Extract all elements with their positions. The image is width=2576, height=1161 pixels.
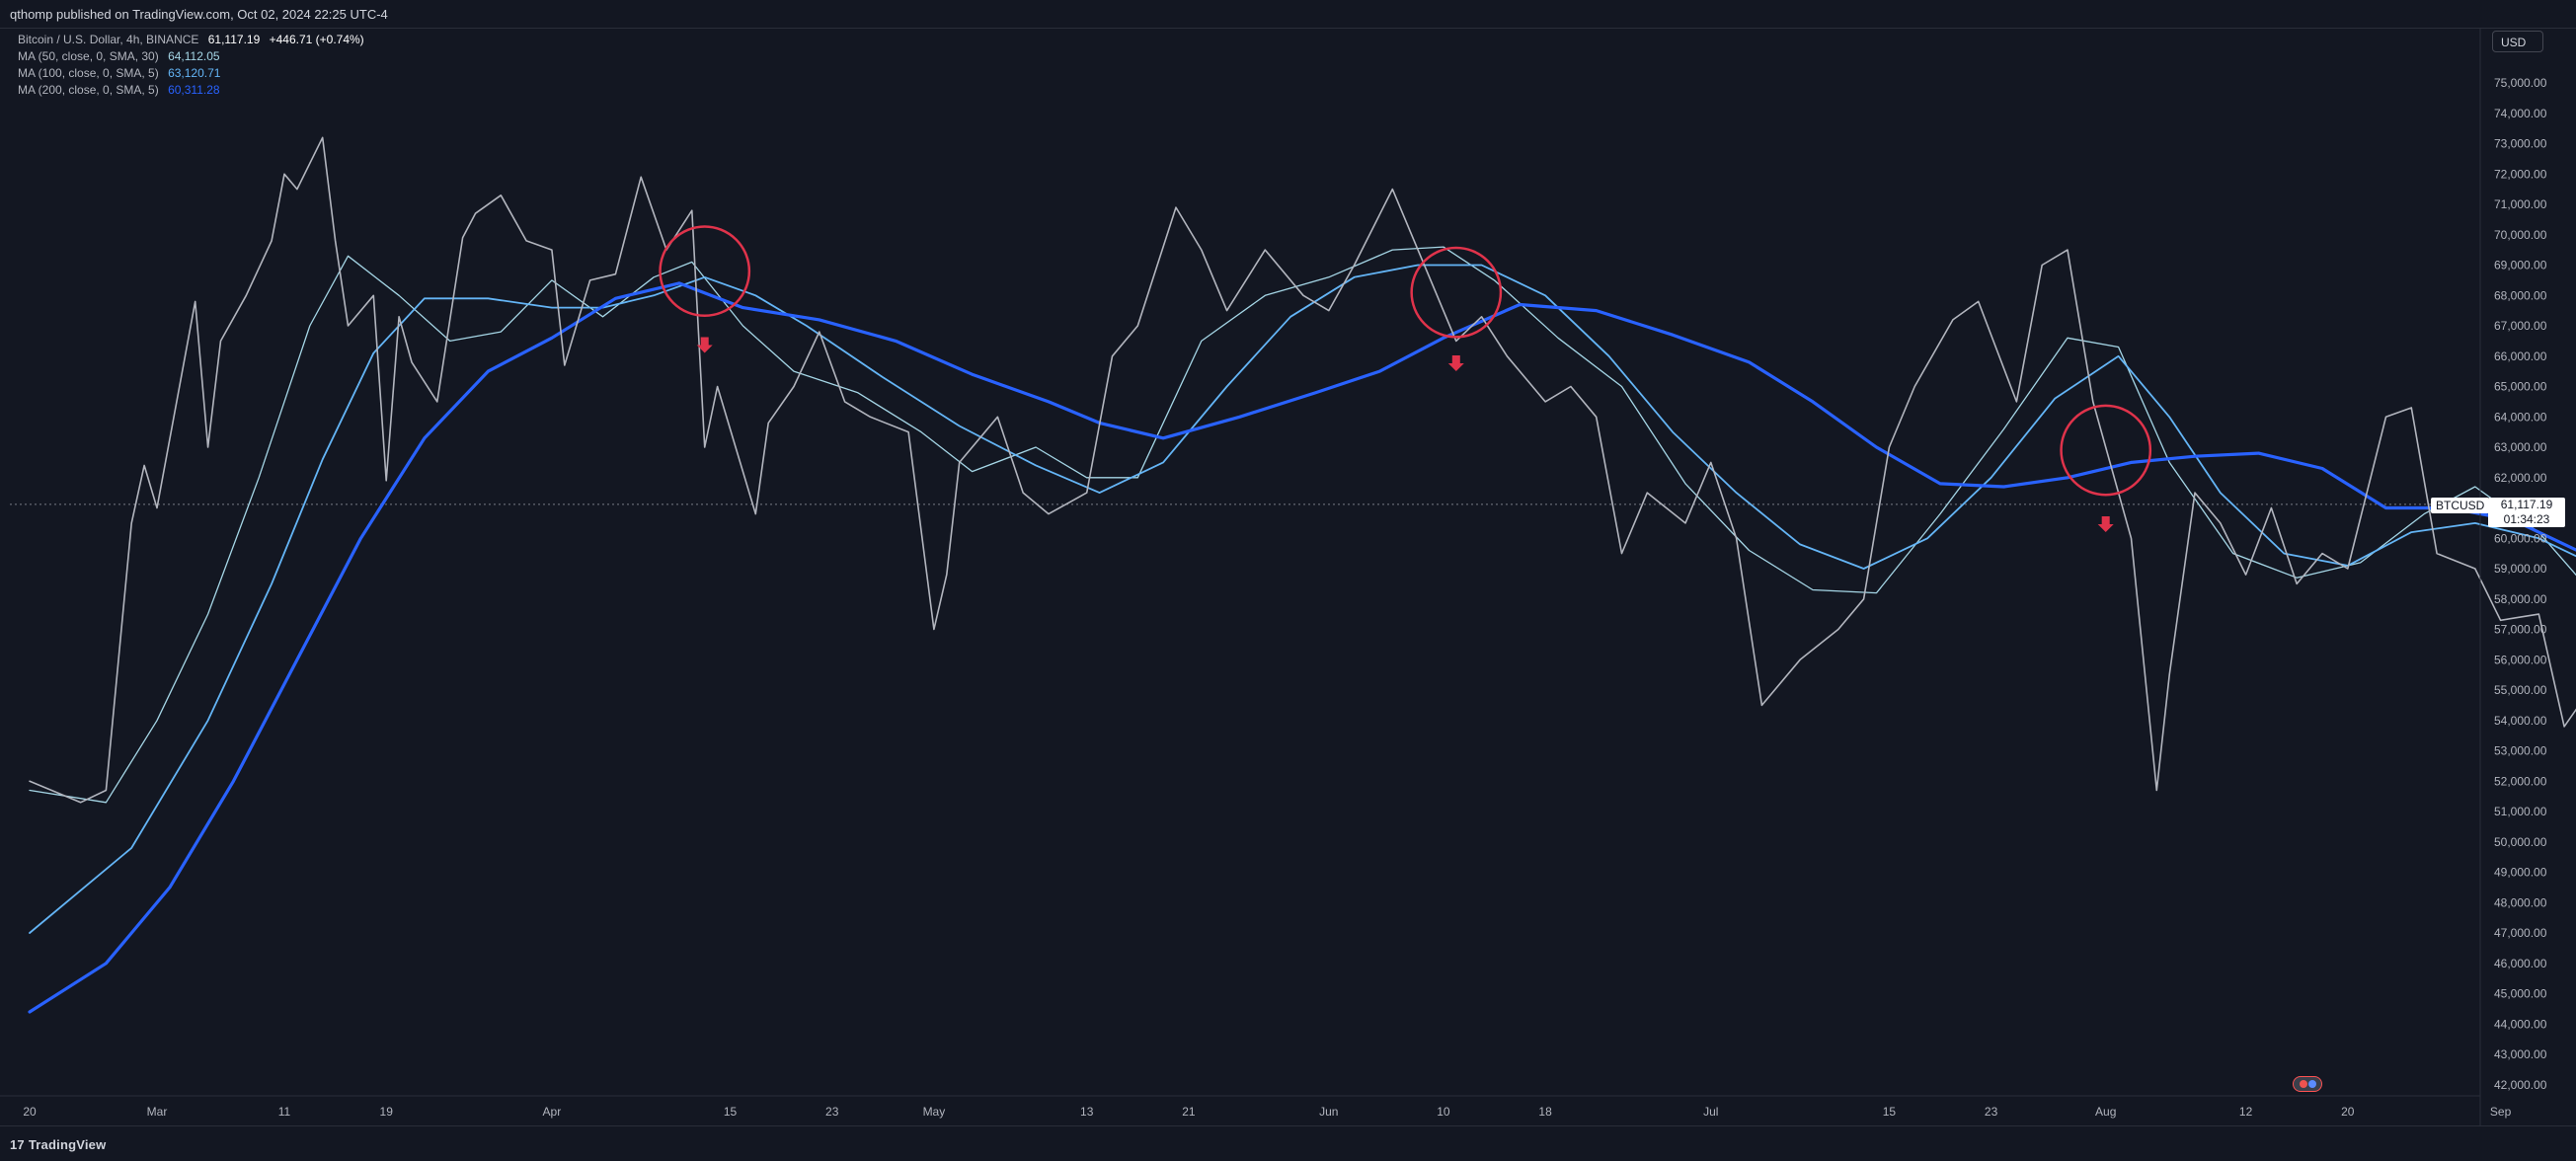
y-tick-label: 42,000.00	[2494, 1078, 2547, 1092]
x-tick-label: Jul	[1703, 1105, 1718, 1119]
legend-ma50-label: MA (50, close, 0, SMA, 30)	[18, 49, 159, 63]
y-tick-label: 58,000.00	[2494, 592, 2547, 606]
x-tick-label: 20	[2341, 1105, 2355, 1119]
x-tick-label: Mar	[147, 1105, 168, 1119]
legend-ma50-value: 64,112.05	[168, 49, 220, 63]
y-tick-label: 62,000.00	[2494, 471, 2547, 485]
legend-symbol: Bitcoin / U.S. Dollar, 4h, BINANCE	[18, 33, 199, 46]
y-tick-label: 52,000.00	[2494, 774, 2547, 788]
legend-ma200-label: MA (200, close, 0, SMA, 5)	[18, 83, 159, 97]
legend-ma50[interactable]: MA (50, close, 0, SMA, 30) 64,112.05	[18, 48, 220, 65]
series-line-0	[29, 136, 2576, 804]
series-line-1	[29, 246, 2576, 804]
y-tick-label: 57,000.00	[2494, 623, 2547, 637]
y-tick-label: 65,000.00	[2494, 380, 2547, 394]
x-tick-label: 20	[23, 1105, 37, 1119]
y-tick-label: 72,000.00	[2494, 167, 2547, 181]
annotation-circle[interactable]	[1410, 246, 1503, 339]
x-tick-label: 23	[825, 1105, 839, 1119]
x-tick-label: 10	[1437, 1105, 1450, 1119]
footer: 17 TradingView	[0, 1125, 2576, 1161]
y-tick-label: 71,000.00	[2494, 197, 2547, 211]
x-tick-label: May	[923, 1105, 946, 1119]
y-tick-label: 47,000.00	[2494, 926, 2547, 940]
y-tick-label: 55,000.00	[2494, 683, 2547, 697]
annotation-circle[interactable]	[2060, 404, 2152, 497]
currency-button[interactable]: USD	[2492, 31, 2543, 52]
x-tick-label: 23	[1985, 1105, 1998, 1119]
legend-ma200[interactable]: MA (200, close, 0, SMA, 5) 60,311.28	[18, 82, 220, 99]
x-tick-label: Jun	[1319, 1105, 1338, 1119]
axis-layer: 75,000.00 74,000.00 73,000.00 72,000.00 71,0…	[0, 28, 2547, 1125]
tradingview-logo[interactable]: 17 TradingView	[10, 1137, 106, 1152]
legend-symbol-row[interactable]: Bitcoin / U.S. Dollar, 4h, BINANCE 61,11…	[18, 32, 364, 48]
published-info: qthomp published on TradingView.com, Oct…	[10, 7, 388, 22]
y-tick-label: 66,000.00	[2494, 349, 2547, 363]
y-tick-label: 46,000.00	[2494, 957, 2547, 970]
y-tick-label: 68,000.00	[2494, 288, 2547, 302]
y-tick-label: 56,000.00	[2494, 653, 2547, 666]
x-tick-label: 12	[2239, 1105, 2253, 1119]
legend-ma100-label: MA (100, close, 0, SMA, 5)	[18, 66, 159, 80]
x-tick-label: 13	[1080, 1105, 1094, 1119]
y-tick-label: 69,000.00	[2494, 259, 2547, 272]
top-bar: qthomp published on TradingView.com, Oct…	[0, 0, 2576, 29]
tradingview-brand: TradingView	[28, 1137, 107, 1152]
annotation-arrow-down[interactable]	[1447, 354, 1464, 371]
y-tick-label: 51,000.00	[2494, 805, 2547, 818]
annotation-circle[interactable]	[659, 225, 751, 318]
legend-ma100[interactable]: MA (100, close, 0, SMA, 5) 63,120.71	[18, 65, 220, 82]
y-tick-label: 63,000.00	[2494, 440, 2547, 454]
y-tick-label: 59,000.00	[2494, 562, 2547, 576]
x-tick-label: Apr	[543, 1105, 562, 1119]
y-tick-label: 60,000.00	[2494, 531, 2547, 545]
series-layer	[28, 136, 2576, 1014]
tradingview-logo-icon: 17	[10, 1137, 25, 1152]
legend-ma200-value: 60,311.28	[168, 83, 220, 97]
events-flag-icon[interactable]	[2293, 1076, 2322, 1092]
x-tick-label: Aug	[2095, 1105, 2116, 1119]
y-tick-label: 44,000.00	[2494, 1017, 2547, 1031]
y-tick-label: 50,000.00	[2494, 835, 2547, 849]
y-tick-label: 73,000.00	[2494, 137, 2547, 151]
x-tick-label: 15	[1883, 1105, 1897, 1119]
y-tick-label: 64,000.00	[2494, 410, 2547, 424]
annotation-arrow-down[interactable]	[696, 337, 713, 353]
legend-ma100-value: 63,120.71	[168, 66, 221, 80]
series-line-3	[28, 281, 2576, 1014]
price-tag: 61,117.19 01:34:23	[2488, 498, 2565, 527]
y-tick-label: 45,000.00	[2494, 987, 2547, 1001]
x-tick-label: 15	[724, 1105, 738, 1119]
y-tick-label: 75,000.00	[2494, 76, 2547, 90]
legend-change: +446.71 (+0.74%)	[269, 33, 364, 46]
x-tick-label: 19	[380, 1105, 394, 1119]
series-line-2	[29, 264, 2576, 934]
y-tick-label: 70,000.00	[2494, 228, 2547, 242]
price-tag-price: 61,117.19	[2500, 498, 2553, 511]
annotation-arrow-down[interactable]	[2097, 515, 2114, 532]
x-tick-label: 11	[278, 1105, 291, 1119]
y-tick-label: 48,000.00	[2494, 895, 2547, 909]
symbol-tag: BTCUSD	[2431, 498, 2490, 513]
y-tick-label: 54,000.00	[2494, 714, 2547, 728]
legend-price: 61,117.19	[207, 33, 261, 46]
x-tick-label: Sep	[2490, 1105, 2512, 1119]
y-tick-label: 43,000.00	[2494, 1047, 2547, 1061]
x-tick-label: 21	[1182, 1105, 1196, 1119]
price-tag-countdown: 01:34:23	[2503, 512, 2550, 526]
x-tick-label: 18	[1538, 1105, 1552, 1119]
y-tick-label: 49,000.00	[2494, 866, 2547, 880]
y-tick-label: 67,000.00	[2494, 319, 2547, 333]
annotation-layer: ?	[659, 225, 2152, 532]
price-chart[interactable]: ? 75,000.00 74,000.00 73,000.00 72,000.00 71…	[0, 0, 2576, 1125]
y-tick-label: 74,000.00	[2494, 107, 2547, 120]
y-tick-label: 53,000.00	[2494, 744, 2547, 758]
